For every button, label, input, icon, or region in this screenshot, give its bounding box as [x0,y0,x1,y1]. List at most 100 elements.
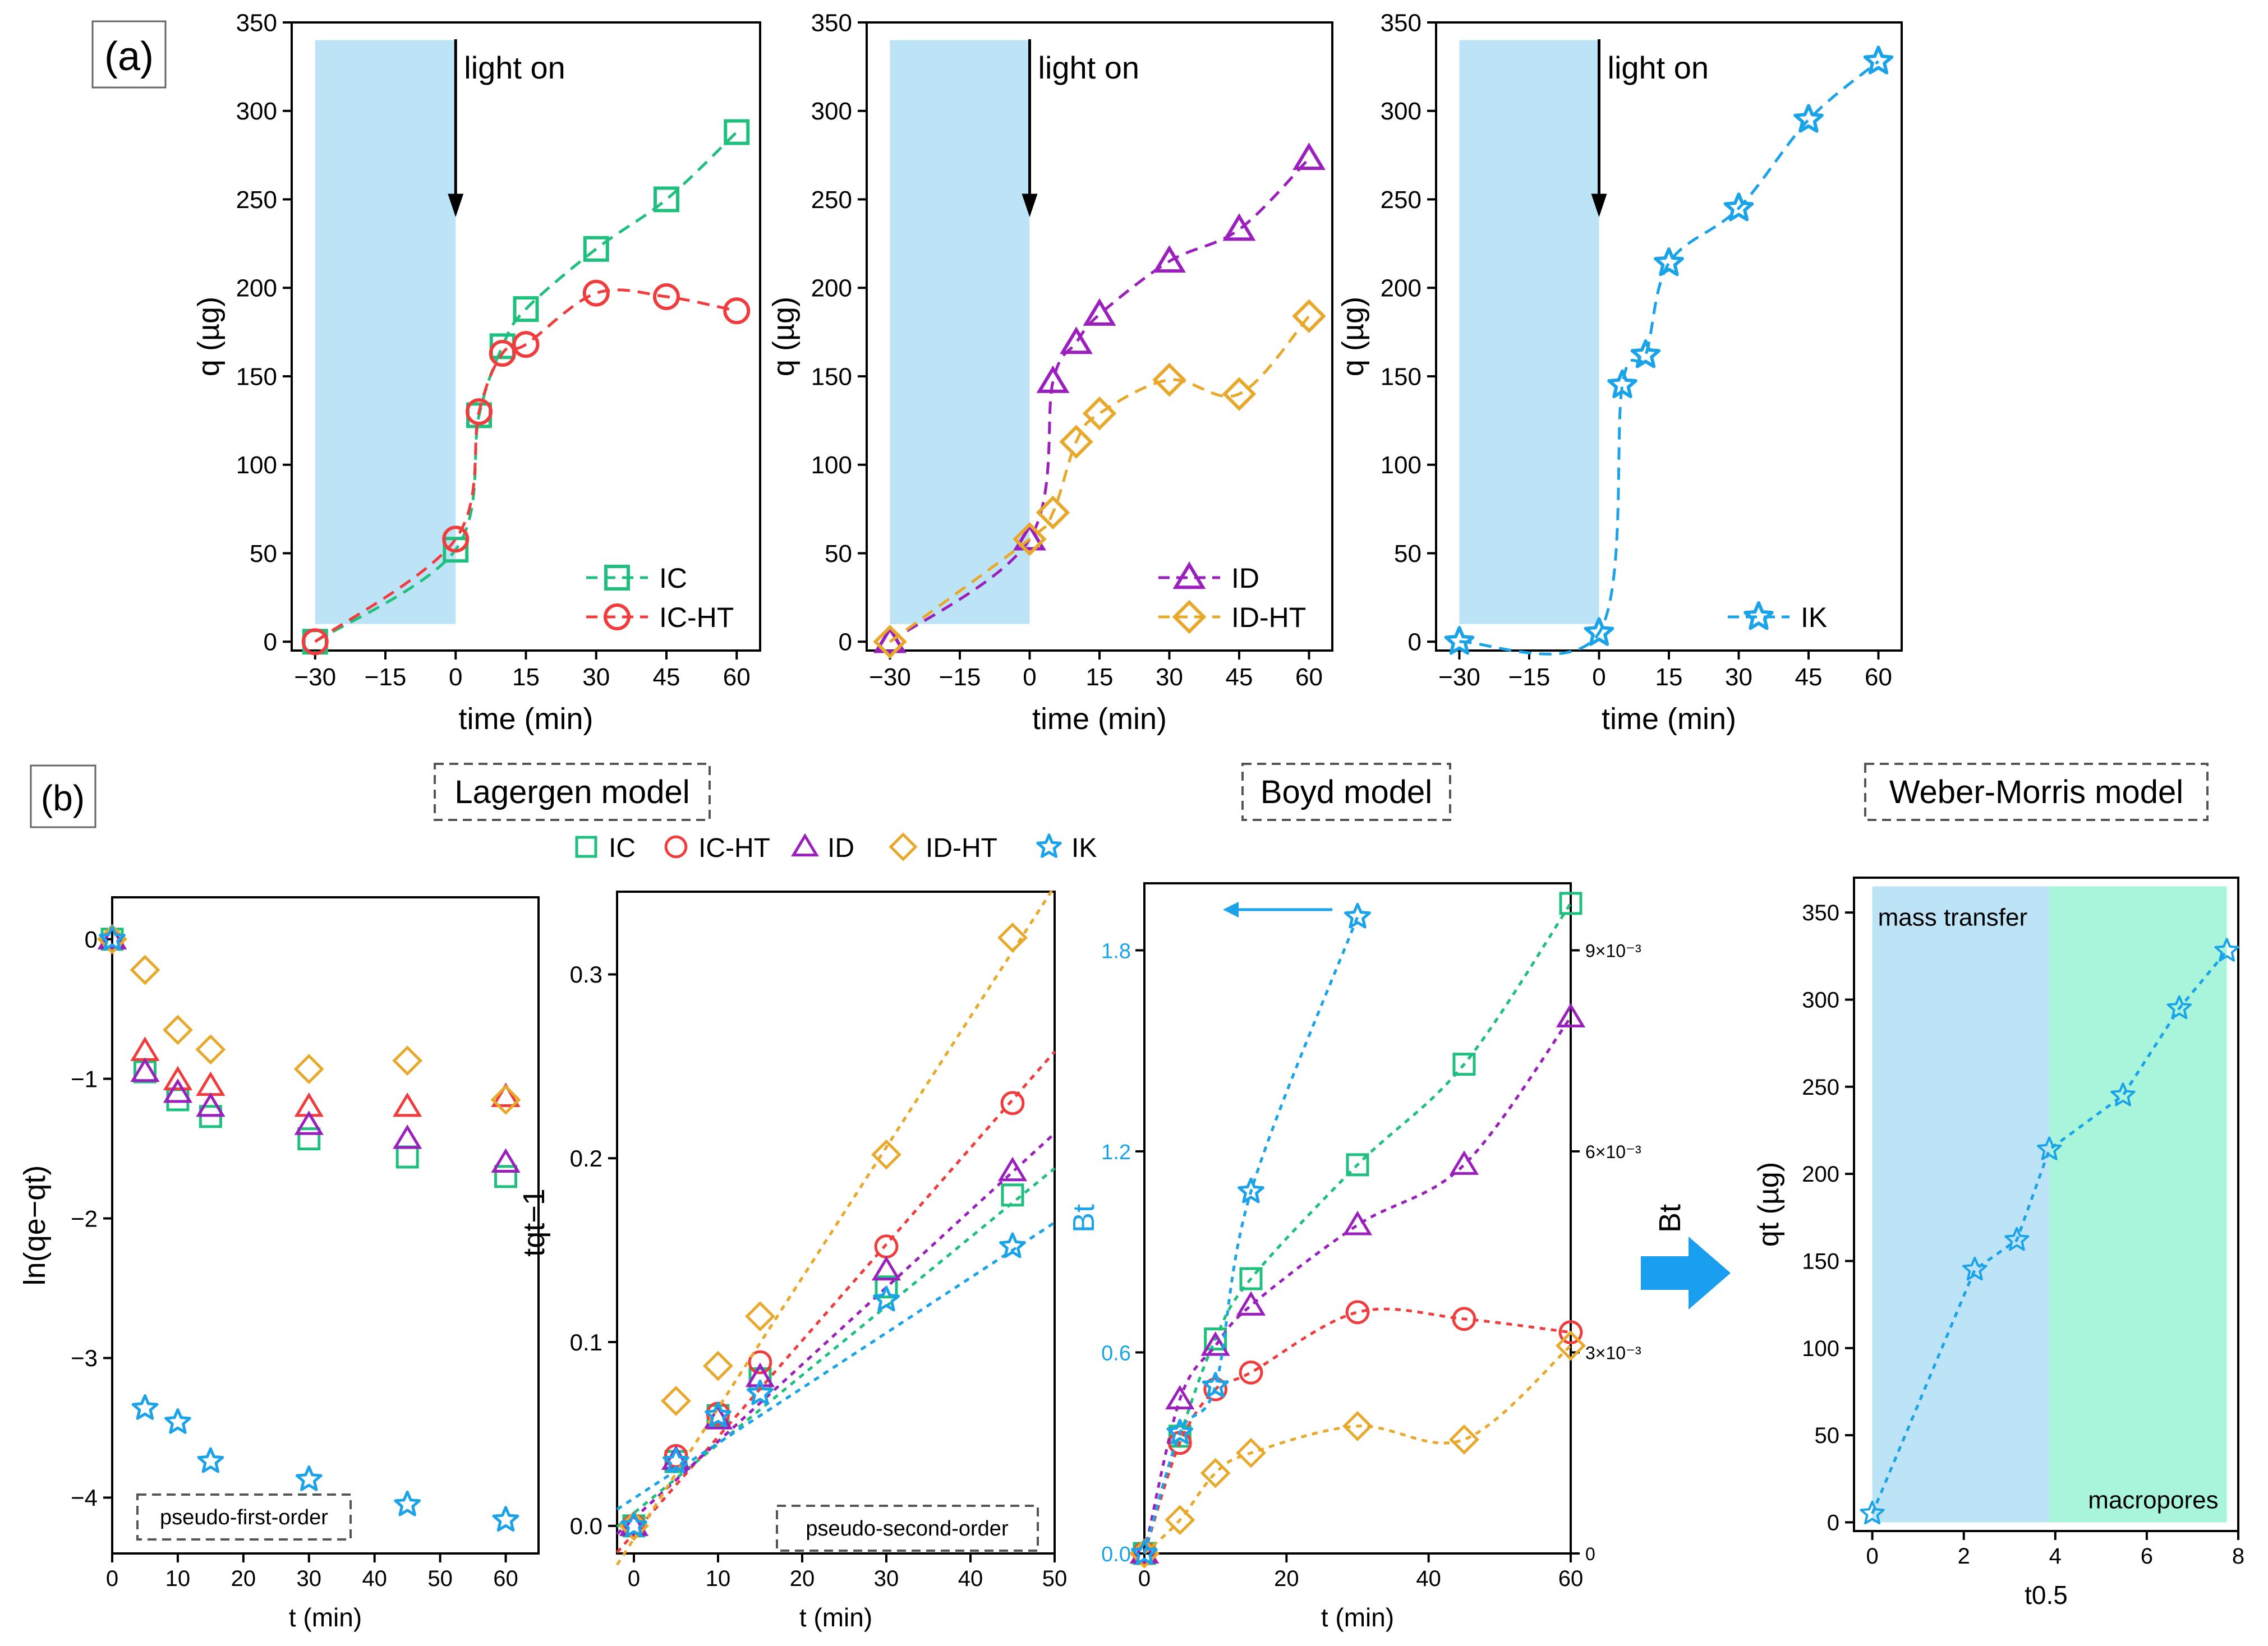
a2-y-tick-label: 350 [811,9,852,36]
a1-y-tick-label: 0 [264,629,277,656]
b2-x-tick-label: 40 [958,1566,983,1591]
chart-a3: −30 −15 0 15 30 45 60 0 50 100 150 200 250 300 350 time… [1336,9,1903,736]
a3-light-arrowhead [1591,193,1607,218]
a2-legend-marker-ID [1172,561,1206,589]
b1-point-IC [395,1145,419,1169]
b1-point-IK [164,1408,191,1434]
a2-point-ID [1036,365,1070,393]
a1-y-tick-label: 250 [236,186,277,214]
a1-legend-marker-IC-HT [604,603,631,630]
b1-point-ID [196,1092,226,1117]
a3-point-IK [1584,617,1614,646]
b1-point-IK [295,1465,323,1491]
a2-x-tick-label: 30 [1156,663,1183,691]
chart-a2: −30 −15 0 15 30 45 60 0 50 100 150 200 250 300 350 time… [767,9,1333,736]
b3-point-IC [1559,892,1582,915]
a1-point-IC [724,119,750,145]
b2-point-ID-HT [997,923,1028,953]
b2-point-ID-HT [661,1386,691,1416]
a1-legend-marker-IC [604,565,630,591]
legend-top-label-ID: ID [827,833,854,863]
b2-x-tick-label: 10 [706,1566,731,1591]
a1-point-IC-HT [582,279,610,307]
b3-point-IC-HT [1239,1360,1263,1385]
a2-legend-marker-ID-HT [1172,600,1207,634]
a1-point-IC [513,296,539,322]
b3-point-IC-HT [1345,1300,1370,1325]
b1-y-tick-label: −1 [71,1066,98,1092]
a2-point-ID [1083,298,1116,326]
b2-y-tick-label: 0.1 [570,1329,602,1355]
a1-point-IC-HT [489,339,516,367]
a1-x-tick-label: 30 [582,663,610,691]
b1-point-ID [97,925,127,949]
b3-y-tick-label: 1.2 [1101,1141,1131,1164]
chart-a1: −30 −15 0 15 30 45 60 0 50 100 150 200 250 300 350 time… [192,9,761,736]
a2-point-ID-HT [1036,495,1070,530]
b1-point-ID [393,1124,422,1149]
b1-point-IC-HT [196,1071,226,1096]
b4-point-IK [2214,938,2239,962]
a3-x-axis-label: time (min) [1602,702,1736,736]
a3-point-IK [1793,104,1824,133]
a3-x-tick-label: 45 [1795,663,1823,691]
b2-y-axis-label: tqt−1 [517,1188,551,1257]
b1-point-IC-HT [393,1092,422,1117]
transition-arrow [1641,1237,1731,1310]
b2-x-tick-label: 30 [874,1566,899,1591]
b4-point-IK [2004,1227,2030,1251]
a2-y-tick-label: 200 [811,275,852,302]
b3-point-ID-HT [1200,1458,1231,1488]
b1-point-IC-HT [130,1036,160,1061]
b4-point-IK [2166,995,2192,1020]
a3-point-IK [1863,45,1894,75]
a3-y-tick-label: 50 [1394,540,1421,568]
b2-y-tick-label: 0.0 [570,1513,602,1539]
b3-point-IK [1202,1372,1229,1398]
b1-point-ID-HT [392,1045,423,1076]
a3-x-tick-label: 60 [1865,663,1892,691]
b3-point-IC [1346,1153,1369,1177]
b3-x-axis-label: t (min) [1321,1603,1394,1632]
legend-top-marker-IC [575,836,597,858]
b1-plot-frame [111,896,540,1555]
chart-b4: mass transfer macropores 0 2 4 6 8 0 50 100 150 200… [1752,877,2244,1610]
legend-top-marker-IC-HT [664,835,688,859]
b3-point-ID [1129,1539,1160,1564]
b2-point-IK [873,1285,900,1312]
b3-series-line-ID [1143,1016,1572,1554]
a2-point-ID-HT [1082,396,1117,431]
b3-y-right-tick-label: 3×10⁻³ [1585,1343,1641,1363]
b4-region-label-mass-transfer: mass transfer [1878,904,2028,932]
a3-y-tick-label: 300 [1381,98,1421,125]
a3-series-line-IK [1459,60,1880,656]
b2-fit-line-ID [616,1132,1056,1536]
b3-point-IK [1166,1418,1194,1445]
b4-plot-frame [1853,877,2239,1532]
b1-point-ID [491,1148,521,1173]
b3-point-IC [1452,1053,1476,1076]
a3-dark-region [1459,40,1599,624]
b3-series-line-IK [1143,916,1359,1554]
b4-y-tick-label: 200 [1802,1162,1839,1187]
a3-point-IK [1630,339,1661,368]
b3-y-axis-label-right: Bt [1653,1204,1687,1233]
b4-region-label-macropores: macropores [2088,1486,2218,1514]
b1-point-ID [163,1078,193,1103]
b1-point-IC [297,1127,321,1151]
b1-x-tick-label: 10 [165,1566,191,1591]
b1-point-ID-HT [130,955,160,985]
legend-top-label-IC-HT: IC-HT [698,833,770,863]
a3-x-tick-label: −15 [1508,663,1551,691]
b2-point-ID [997,1156,1028,1182]
b4-x-tick-label: 8 [2232,1544,2244,1569]
b2-y-tick-label: 0.3 [570,961,602,988]
a2-x-tick-label: 45 [1226,663,1253,691]
a2-x-tick-label: −30 [869,663,911,691]
b4-x-tick-label: 6 [2141,1544,2153,1569]
b3-point-IC-HT [1203,1377,1228,1401]
b1-x-tick-label: 20 [231,1566,256,1591]
b4-region-mass-transfer [1872,886,2050,1523]
b3-series-line-IC [1143,902,1572,1554]
a2-point-ID [873,625,907,653]
